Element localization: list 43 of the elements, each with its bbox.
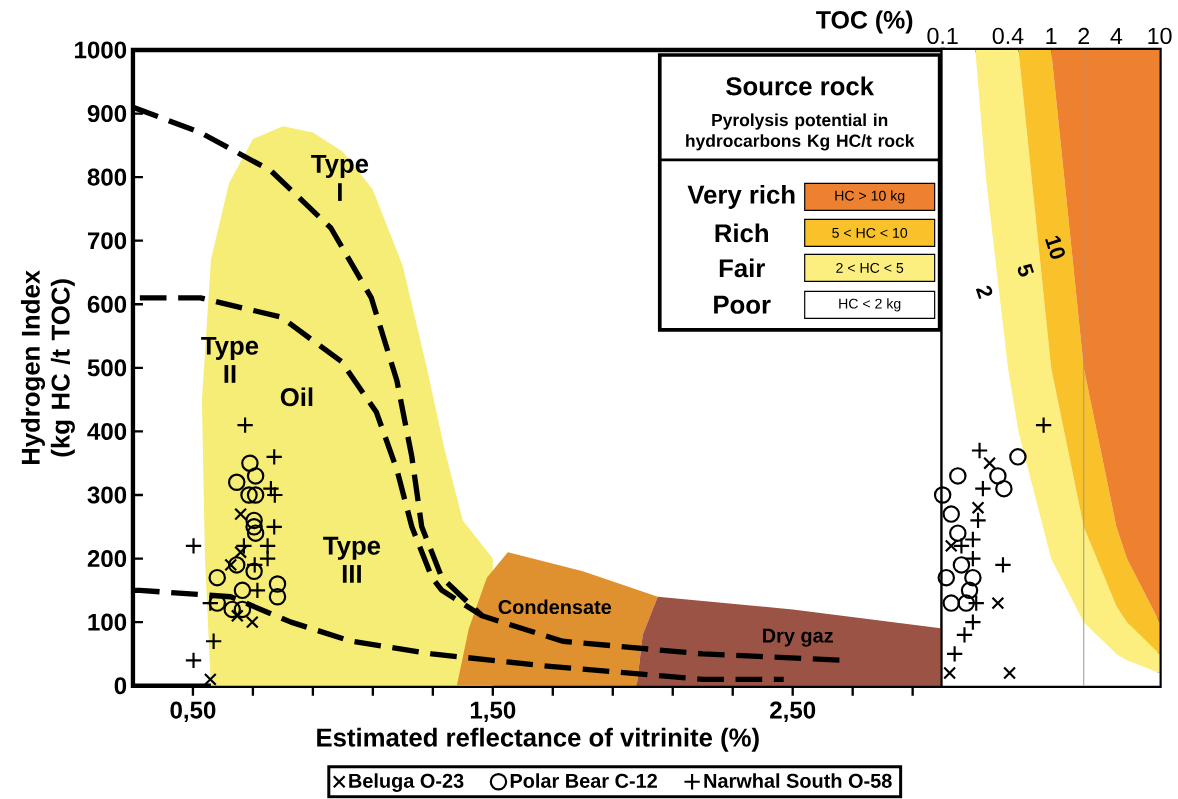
x-tick-label: 10 (1148, 27, 1172, 45)
annotation: 2 (975, 286, 993, 300)
text: 5 < HC < 10 (832, 228, 908, 239)
y-tick-label: 800 (87, 168, 127, 186)
legend-label: Narwhal South O-58 (704, 773, 892, 789)
annotation: Poor (714, 296, 771, 314)
legend-title: Source rock (726, 76, 875, 96)
text: HC < 2 kg (839, 298, 901, 312)
annotation: Very rich (687, 185, 795, 210)
annotation: 5 (1017, 263, 1034, 277)
annotation: Dry gaz (763, 628, 833, 647)
y-tick-label: 500 (87, 359, 127, 377)
x-tick-label: 0.4 (992, 27, 1024, 45)
annotation: Pyrolysis potential in hydrocarbons Kg HC/t rock (686, 113, 915, 151)
y-tick-label: 900 (87, 105, 127, 123)
annotation: Condensate (498, 599, 612, 615)
x-tick-label: 1,50 (470, 701, 516, 723)
text: HC > 10 kg (835, 190, 905, 204)
y-tick-label: 1000 (75, 41, 127, 59)
y-axis-title: Hydrogen Index (kg HC /t TOC) (20, 270, 75, 465)
x-axis-title: TOC (%) (816, 10, 913, 34)
y-tick-label: 700 (87, 232, 127, 250)
x-axis-title: Estimated reflectance of vitrinite (%) (317, 727, 759, 752)
x-tick-label: 2 (1078, 28, 1090, 45)
x-tick-label: 4 (1110, 28, 1123, 45)
text: 2 < HC < 5 (836, 263, 904, 274)
y-tick-label: 200 (87, 550, 127, 568)
annotation: Oil (280, 387, 313, 407)
x-tick-label: 1 (1046, 28, 1057, 45)
x-tick-label: 0,50 (170, 701, 216, 723)
legend-label: Polar Bear C-12 (510, 773, 657, 789)
annotation: 10 (1045, 236, 1065, 259)
annotation: Rich (715, 223, 768, 243)
annotation: Type III (323, 536, 381, 583)
annotation: Fair (719, 258, 765, 278)
y-tick-label: 400 (87, 423, 127, 441)
y-tick-label: 100 (88, 613, 127, 631)
y-tick-label: 600 (87, 295, 127, 313)
y-tick-label: 0 (114, 677, 127, 695)
x-tick-label: 2,50 (770, 701, 816, 723)
y-tick-label: 300 (87, 486, 127, 504)
x-tick-label: 0.1 (927, 27, 958, 45)
legend-label: Beluga O-23 (349, 773, 464, 793)
